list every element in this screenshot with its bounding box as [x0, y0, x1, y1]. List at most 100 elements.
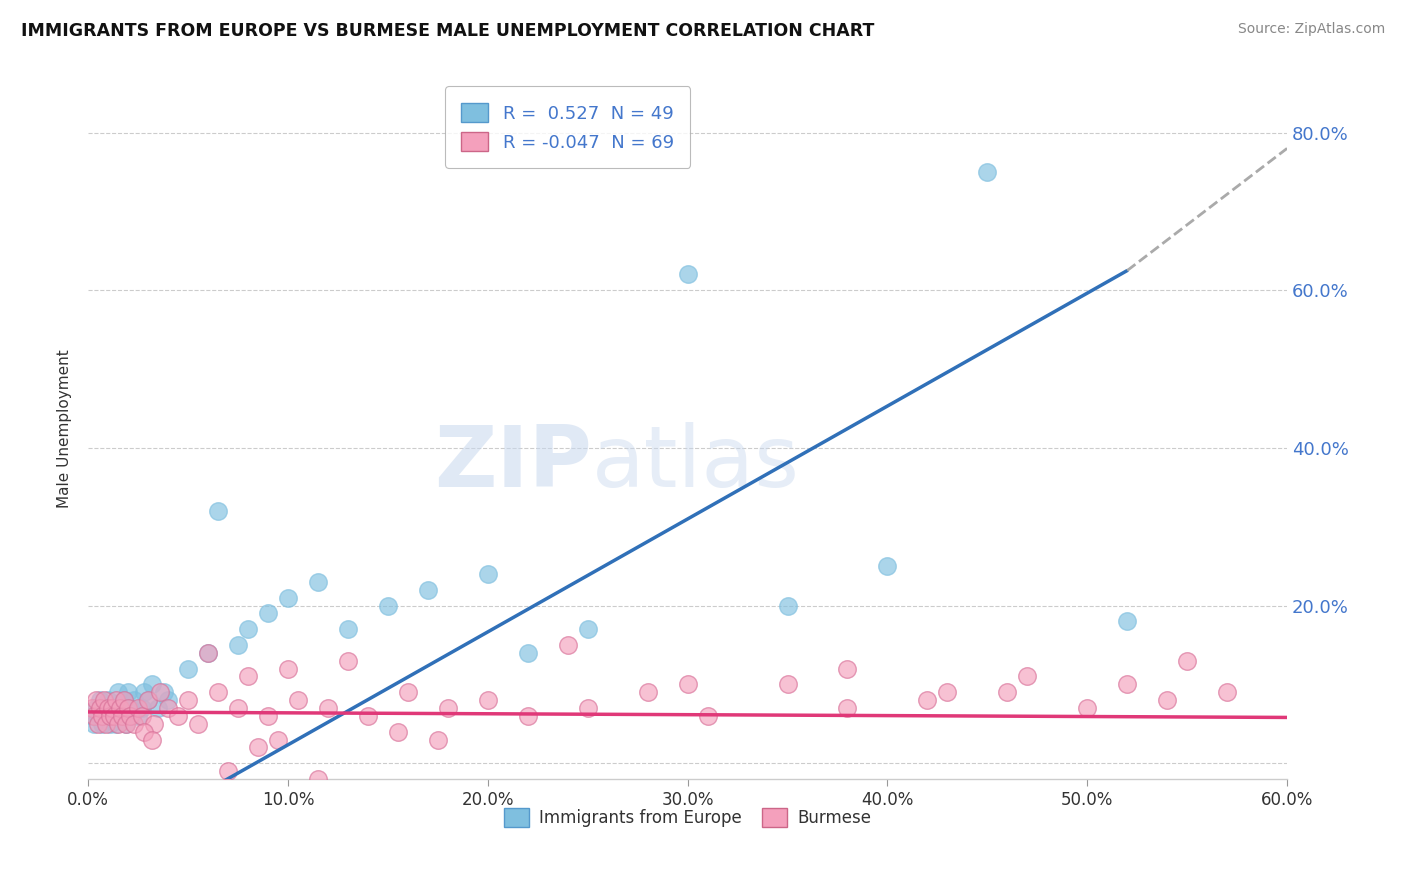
Point: [696, 709, 718, 723]
Point: [307, 574, 329, 589]
Point: [336, 622, 359, 636]
Point: [84, 701, 107, 715]
Point: [416, 582, 439, 597]
Point: [357, 709, 380, 723]
Point: [103, 701, 125, 715]
Point: [917, 693, 939, 707]
Point: [94, 716, 117, 731]
Point: [98, 716, 121, 731]
Point: [157, 701, 180, 715]
Point: [82, 709, 104, 723]
Point: [516, 709, 538, 723]
Point: [97, 693, 120, 707]
Point: [103, 709, 125, 723]
Point: [83, 716, 105, 731]
Point: [936, 685, 959, 699]
Point: [120, 709, 142, 723]
Point: [226, 638, 249, 652]
Point: [132, 724, 155, 739]
Point: [115, 716, 138, 731]
Point: [127, 701, 149, 715]
Point: [107, 716, 129, 731]
Point: [776, 677, 799, 691]
Point: [141, 732, 163, 747]
Point: [146, 701, 169, 715]
Point: [246, 740, 269, 755]
Point: [257, 607, 280, 621]
Point: [157, 693, 180, 707]
Point: [1076, 701, 1098, 715]
Y-axis label: Male Unemployment: Male Unemployment: [58, 349, 72, 508]
Point: [112, 693, 135, 707]
Point: [141, 677, 163, 691]
Point: [111, 701, 134, 715]
Point: [676, 677, 699, 691]
Point: [122, 716, 145, 731]
Point: [131, 709, 153, 723]
Point: [637, 685, 659, 699]
Point: [377, 599, 399, 613]
Point: [187, 716, 209, 731]
Point: [127, 709, 149, 723]
Point: [101, 709, 124, 723]
Point: [84, 693, 107, 707]
Point: [89, 693, 111, 707]
Point: [117, 685, 139, 699]
Point: [236, 622, 259, 636]
Point: [576, 701, 599, 715]
Point: [93, 701, 115, 715]
Point: [207, 685, 229, 699]
Point: [112, 693, 135, 707]
Point: [131, 701, 153, 715]
Point: [396, 685, 419, 699]
Point: [336, 654, 359, 668]
Point: [177, 662, 200, 676]
Point: [236, 669, 259, 683]
Point: [267, 732, 290, 747]
Point: [108, 709, 131, 723]
Point: [676, 268, 699, 282]
Point: [477, 693, 499, 707]
Point: [197, 646, 219, 660]
Point: [97, 701, 120, 715]
Point: [108, 701, 131, 715]
Point: [132, 685, 155, 699]
Point: [121, 709, 143, 723]
Legend: Immigrants from Europe, Burmese: Immigrants from Europe, Burmese: [498, 802, 877, 834]
Point: [93, 693, 115, 707]
Point: [177, 693, 200, 707]
Point: [117, 701, 139, 715]
Point: [277, 591, 299, 605]
Point: [1175, 654, 1198, 668]
Point: [115, 716, 138, 731]
Point: [122, 693, 145, 707]
Point: [120, 701, 142, 715]
Point: [876, 559, 898, 574]
Point: [1156, 693, 1178, 707]
Point: [136, 693, 159, 707]
Point: [107, 685, 129, 699]
Point: [287, 693, 309, 707]
Point: [776, 599, 799, 613]
Point: [101, 701, 124, 715]
Point: [105, 693, 128, 707]
Point: [91, 709, 114, 723]
Point: [82, 701, 104, 715]
Point: [98, 709, 121, 723]
Point: [149, 685, 172, 699]
Text: Source: ZipAtlas.com: Source: ZipAtlas.com: [1237, 22, 1385, 37]
Point: [197, 646, 219, 660]
Point: [837, 701, 859, 715]
Point: [1017, 669, 1039, 683]
Point: [437, 701, 460, 715]
Point: [316, 701, 339, 715]
Point: [426, 732, 449, 747]
Text: IMMIGRANTS FROM EUROPE VS BURMESE MALE UNEMPLOYMENT CORRELATION CHART: IMMIGRANTS FROM EUROPE VS BURMESE MALE U…: [21, 22, 875, 40]
Point: [576, 622, 599, 636]
Point: [87, 716, 110, 731]
Point: [217, 764, 239, 778]
Point: [83, 709, 105, 723]
Point: [89, 701, 111, 715]
Text: atlas: atlas: [592, 422, 800, 505]
Point: [153, 685, 176, 699]
